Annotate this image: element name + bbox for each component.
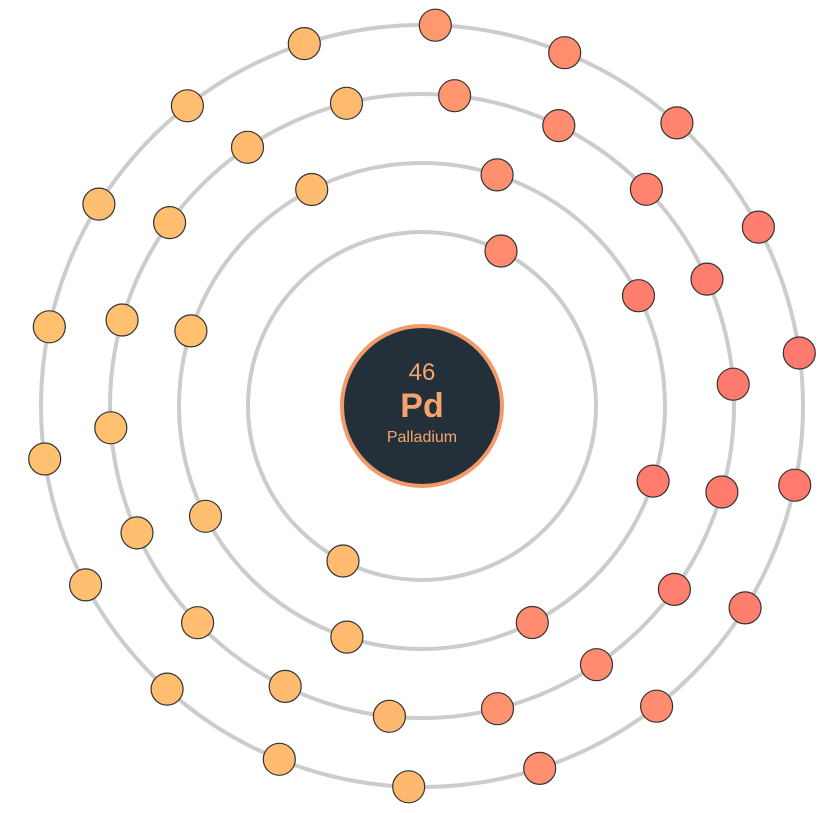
electron-shell-3 [657,572,692,607]
electron-shell-3 [480,692,515,726]
electron-shell-4 [32,310,66,344]
electron-shell-4 [392,770,426,804]
electron-shell-3 [153,206,187,240]
electron-shell-3 [372,699,406,733]
electron-shell-2 [188,499,223,533]
electron-shell-2 [480,158,514,192]
electron-shell-3 [105,303,139,337]
electron-shell-3 [690,262,724,296]
electron-shell-3 [542,108,576,143]
electron-shell-4 [150,672,184,706]
electron-shell-4 [660,106,694,140]
electron-shell-2 [174,314,208,348]
electron-shell-2 [330,620,364,654]
electron-shell-3 [94,411,128,445]
electron-set [28,8,816,804]
electron-shell-3 [120,516,154,550]
orbit-shell-3 [108,92,736,720]
electron-shell-3 [329,86,364,120]
element-symbol: Pd [400,387,443,425]
electron-shell-3 [181,606,215,640]
electron-shell-2 [515,605,549,640]
orbit-shell-2 [177,161,667,651]
electron-shell-4 [68,568,103,602]
electron-shell-2 [636,464,670,498]
electron-shell-4 [548,36,582,70]
electron-shell-4 [170,89,204,123]
electron-shell-4 [639,689,674,723]
orbit-shell-1 [246,230,598,582]
electron-shell-3 [579,648,614,682]
electron-shell-4 [262,742,296,776]
nucleus: 46 Pd Palladium [340,324,504,488]
electron-shell-4 [28,442,62,476]
electron-shell-4 [523,751,557,786]
electron-shell-3 [716,367,750,401]
atomic-number: 46 [409,359,436,386]
electron-shell-1 [484,234,518,268]
electron-shell-4 [741,210,776,244]
electron-shell-2 [295,172,329,207]
electron-shell-3 [230,130,265,164]
electron-shell-4 [782,336,816,370]
electron-shell-4 [82,187,116,221]
electron-shell-3 [629,172,664,206]
electron-shell-3 [438,79,472,113]
electron-shell-4 [728,591,762,625]
electron-shell-2 [621,279,656,313]
electron-shell-4 [418,8,452,42]
element-name: Palladium [387,429,457,446]
electron-shell-4 [287,26,321,61]
electron-shell-1 [326,544,360,578]
electron-shell-3 [705,475,739,509]
nucleus-circle [340,324,504,488]
electron-shell-4 [778,468,812,502]
electron-shell-3 [268,669,302,704]
